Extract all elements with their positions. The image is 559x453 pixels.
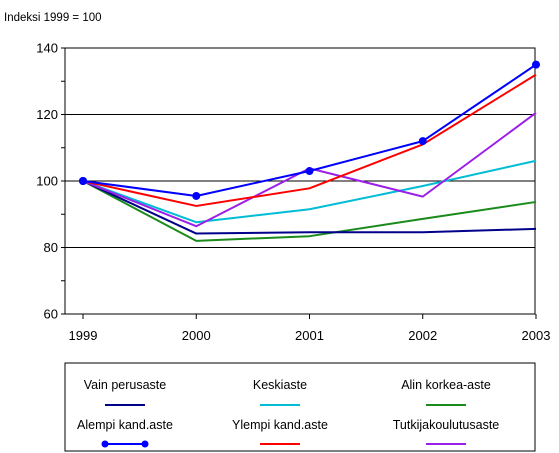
y-tick-label: 80 — [44, 240, 58, 255]
series-line — [82, 180, 537, 242]
y-tick-label: 140 — [36, 41, 58, 56]
axes: 60 80 100 120 140 1999 2000 2001 2002 2003 — [36, 41, 550, 344]
legend-label: Tutkijakoulutusaste — [393, 418, 500, 432]
legend-label: Keskiaste — [253, 378, 307, 392]
plot-frame — [64, 47, 536, 315]
x-tick-label: 2001 — [295, 328, 324, 343]
legend-marker — [101, 440, 109, 448]
data-point — [305, 167, 314, 176]
x-tick-label: 1999 — [69, 328, 98, 343]
legend-label: Vain perusaste — [84, 378, 167, 392]
chart-title: Indeksi 1999 = 100 — [4, 12, 102, 24]
legend-marker — [141, 440, 149, 448]
legend-box — [64, 362, 536, 452]
y-tick-label: 60 — [44, 307, 58, 322]
data-point — [79, 177, 87, 185]
x-tick-label: 2002 — [408, 328, 437, 343]
x-tick-label: 2003 — [522, 328, 551, 343]
gridlines — [65, 114, 535, 248]
legend-label: Ylempi kand.aste — [232, 418, 328, 432]
series-line — [82, 159, 537, 224]
series-line — [82, 180, 537, 235]
data-point — [532, 60, 540, 69]
legend: Vain perusaste Keskiaste Alin korkea-aste A… — [64, 362, 536, 452]
legend-label: Alin korkea-aste — [401, 378, 491, 392]
y-tick-label: 100 — [36, 174, 58, 189]
data-point — [418, 137, 427, 146]
y-tick-label: 120 — [36, 107, 58, 122]
data-point — [192, 191, 201, 200]
series-lines — [79, 60, 540, 242]
series-line — [82, 73, 537, 207]
x-tick-label: 2000 — [182, 328, 211, 343]
legend-label: Alempi kand.aste — [77, 418, 173, 432]
